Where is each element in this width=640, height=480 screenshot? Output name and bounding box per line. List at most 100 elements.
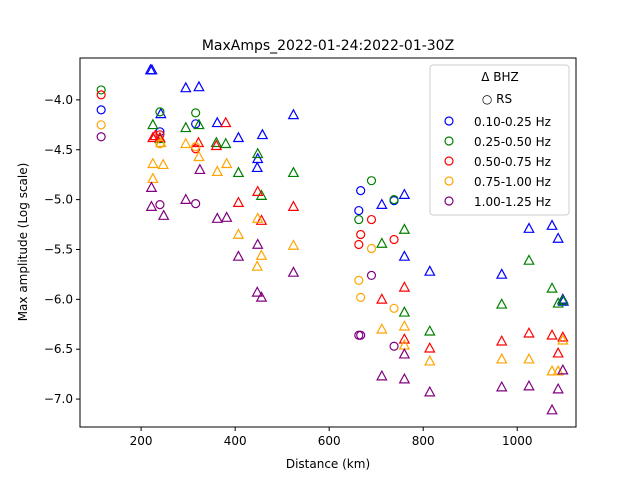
data-point-bhz xyxy=(398,281,411,292)
data-point-bhz xyxy=(287,166,300,178)
data-point-bhz xyxy=(255,249,268,260)
data-point-bhz xyxy=(376,323,388,334)
data-point-bhz xyxy=(219,137,232,149)
data-point-bhz xyxy=(546,364,558,376)
y-tick-label: −5.5 xyxy=(44,242,73,256)
data-point-bhz xyxy=(287,266,300,277)
data-point-bhz xyxy=(211,116,224,128)
data-point-bhz xyxy=(147,131,159,143)
legend-label: 0.50-0.75 Hz xyxy=(474,155,551,169)
data-point-rs xyxy=(356,229,366,240)
x-tick-label: 1000 xyxy=(502,434,533,448)
legend-label: 1.00-1.25 Hz xyxy=(474,195,551,209)
x-tick-label: 800 xyxy=(412,434,435,448)
data-point-bhz xyxy=(146,63,158,75)
data-point-bhz xyxy=(147,118,159,130)
data-point-bhz xyxy=(424,385,436,397)
legend: Δ BHZ ○ RS 0.10-0.25 Hz 0.25-0.50 Hz 0.50-… xyxy=(429,64,570,216)
data-point-bhz xyxy=(376,237,388,248)
data-point-bhz xyxy=(211,212,224,223)
data-point-bhz xyxy=(287,239,300,250)
data-point-bhz xyxy=(398,320,411,331)
data-point-rs xyxy=(155,139,165,149)
data-point-bhz xyxy=(251,161,264,173)
data-point-rs xyxy=(366,176,377,186)
data-point-bhz xyxy=(220,211,233,222)
data-point-bhz xyxy=(251,286,264,297)
data-point-bhz xyxy=(546,219,558,230)
data-point-rs xyxy=(155,107,165,117)
legend-box xyxy=(429,64,570,216)
data-point-rs xyxy=(191,108,201,118)
data-point-bhz xyxy=(495,334,508,346)
data-point-rs xyxy=(354,275,364,285)
y-axis-label: Max amplitude (Log scale) xyxy=(16,163,30,322)
data-point-bhz xyxy=(398,372,411,384)
data-point-rs xyxy=(96,105,106,115)
data-point-rs xyxy=(354,239,364,250)
legend-label: 0.25-0.50 Hz xyxy=(474,135,551,149)
data-point-bhz xyxy=(424,325,436,336)
legend-marker xyxy=(444,156,454,166)
data-point-bhz xyxy=(180,137,192,149)
data-point-bhz xyxy=(495,298,508,309)
data-point-bhz xyxy=(398,188,411,199)
plot-area xyxy=(79,57,577,428)
legend-bhz-label: Δ BHZ xyxy=(481,70,519,84)
data-point-bhz xyxy=(523,379,535,391)
data-point-rs xyxy=(354,205,364,216)
data-point-bhz xyxy=(193,80,205,92)
data-point-rs xyxy=(191,142,201,152)
data-point-bhz xyxy=(552,297,564,308)
data-point-rs xyxy=(389,341,399,351)
data-point-bhz xyxy=(210,136,223,148)
data-point-bhz xyxy=(210,139,223,151)
data-point-rs xyxy=(356,186,366,196)
data-point-rs xyxy=(366,243,377,254)
data-point-bhz xyxy=(154,131,166,143)
data-point-bhz xyxy=(495,380,508,392)
y-tick-label: −6.5 xyxy=(44,342,73,356)
data-point-bhz xyxy=(523,222,535,233)
data-point-bhz xyxy=(157,209,170,220)
data-point-bhz xyxy=(376,198,388,209)
data-point-bhz xyxy=(251,185,264,196)
data-point-bhz xyxy=(180,121,192,133)
data-point-bhz xyxy=(523,352,535,364)
data-point-bhz xyxy=(157,158,169,170)
legend-label: 0.75-1.00 Hz xyxy=(474,175,551,189)
data-point-bhz xyxy=(557,294,569,305)
data-point-rs xyxy=(191,199,201,209)
y-tick-label: −4.0 xyxy=(44,93,73,107)
legend-marker xyxy=(444,116,454,126)
data-point-bhz xyxy=(376,369,388,381)
data-point-bhz xyxy=(255,291,268,302)
data-point-rs xyxy=(96,132,106,142)
legend-marker xyxy=(444,136,454,146)
x-axis-label: Distance (km) xyxy=(286,457,370,471)
data-point-rs xyxy=(389,234,399,245)
data-point-bhz xyxy=(232,166,245,178)
data-point-bhz xyxy=(256,128,269,140)
data-point-bhz xyxy=(424,265,436,276)
data-point-bhz xyxy=(523,254,535,265)
data-point-rs xyxy=(354,214,364,225)
data-point-bhz xyxy=(232,250,245,261)
data-point-bhz xyxy=(287,108,300,120)
y-tick-label: −5.0 xyxy=(44,193,73,207)
data-point-bhz xyxy=(552,346,564,358)
data-point-bhz xyxy=(552,382,564,394)
data-point-bhz xyxy=(251,260,264,271)
data-point-bhz xyxy=(219,116,232,128)
x-tick-label: 400 xyxy=(224,434,247,448)
legend-rs-label: ○ RS xyxy=(482,92,512,106)
data-point-bhz xyxy=(145,200,158,211)
data-point-bhz xyxy=(546,328,558,340)
data-point-bhz xyxy=(147,172,159,184)
data-point-bhz xyxy=(398,306,411,317)
legend-series-rows: 0.10-0.25 Hz 0.25-0.50 Hz 0.50-0.75 Hz 0.75… xyxy=(444,115,551,209)
y-tick-label: −6.0 xyxy=(44,292,73,306)
data-point-rs xyxy=(356,292,366,302)
data-point-bhz xyxy=(546,282,558,293)
